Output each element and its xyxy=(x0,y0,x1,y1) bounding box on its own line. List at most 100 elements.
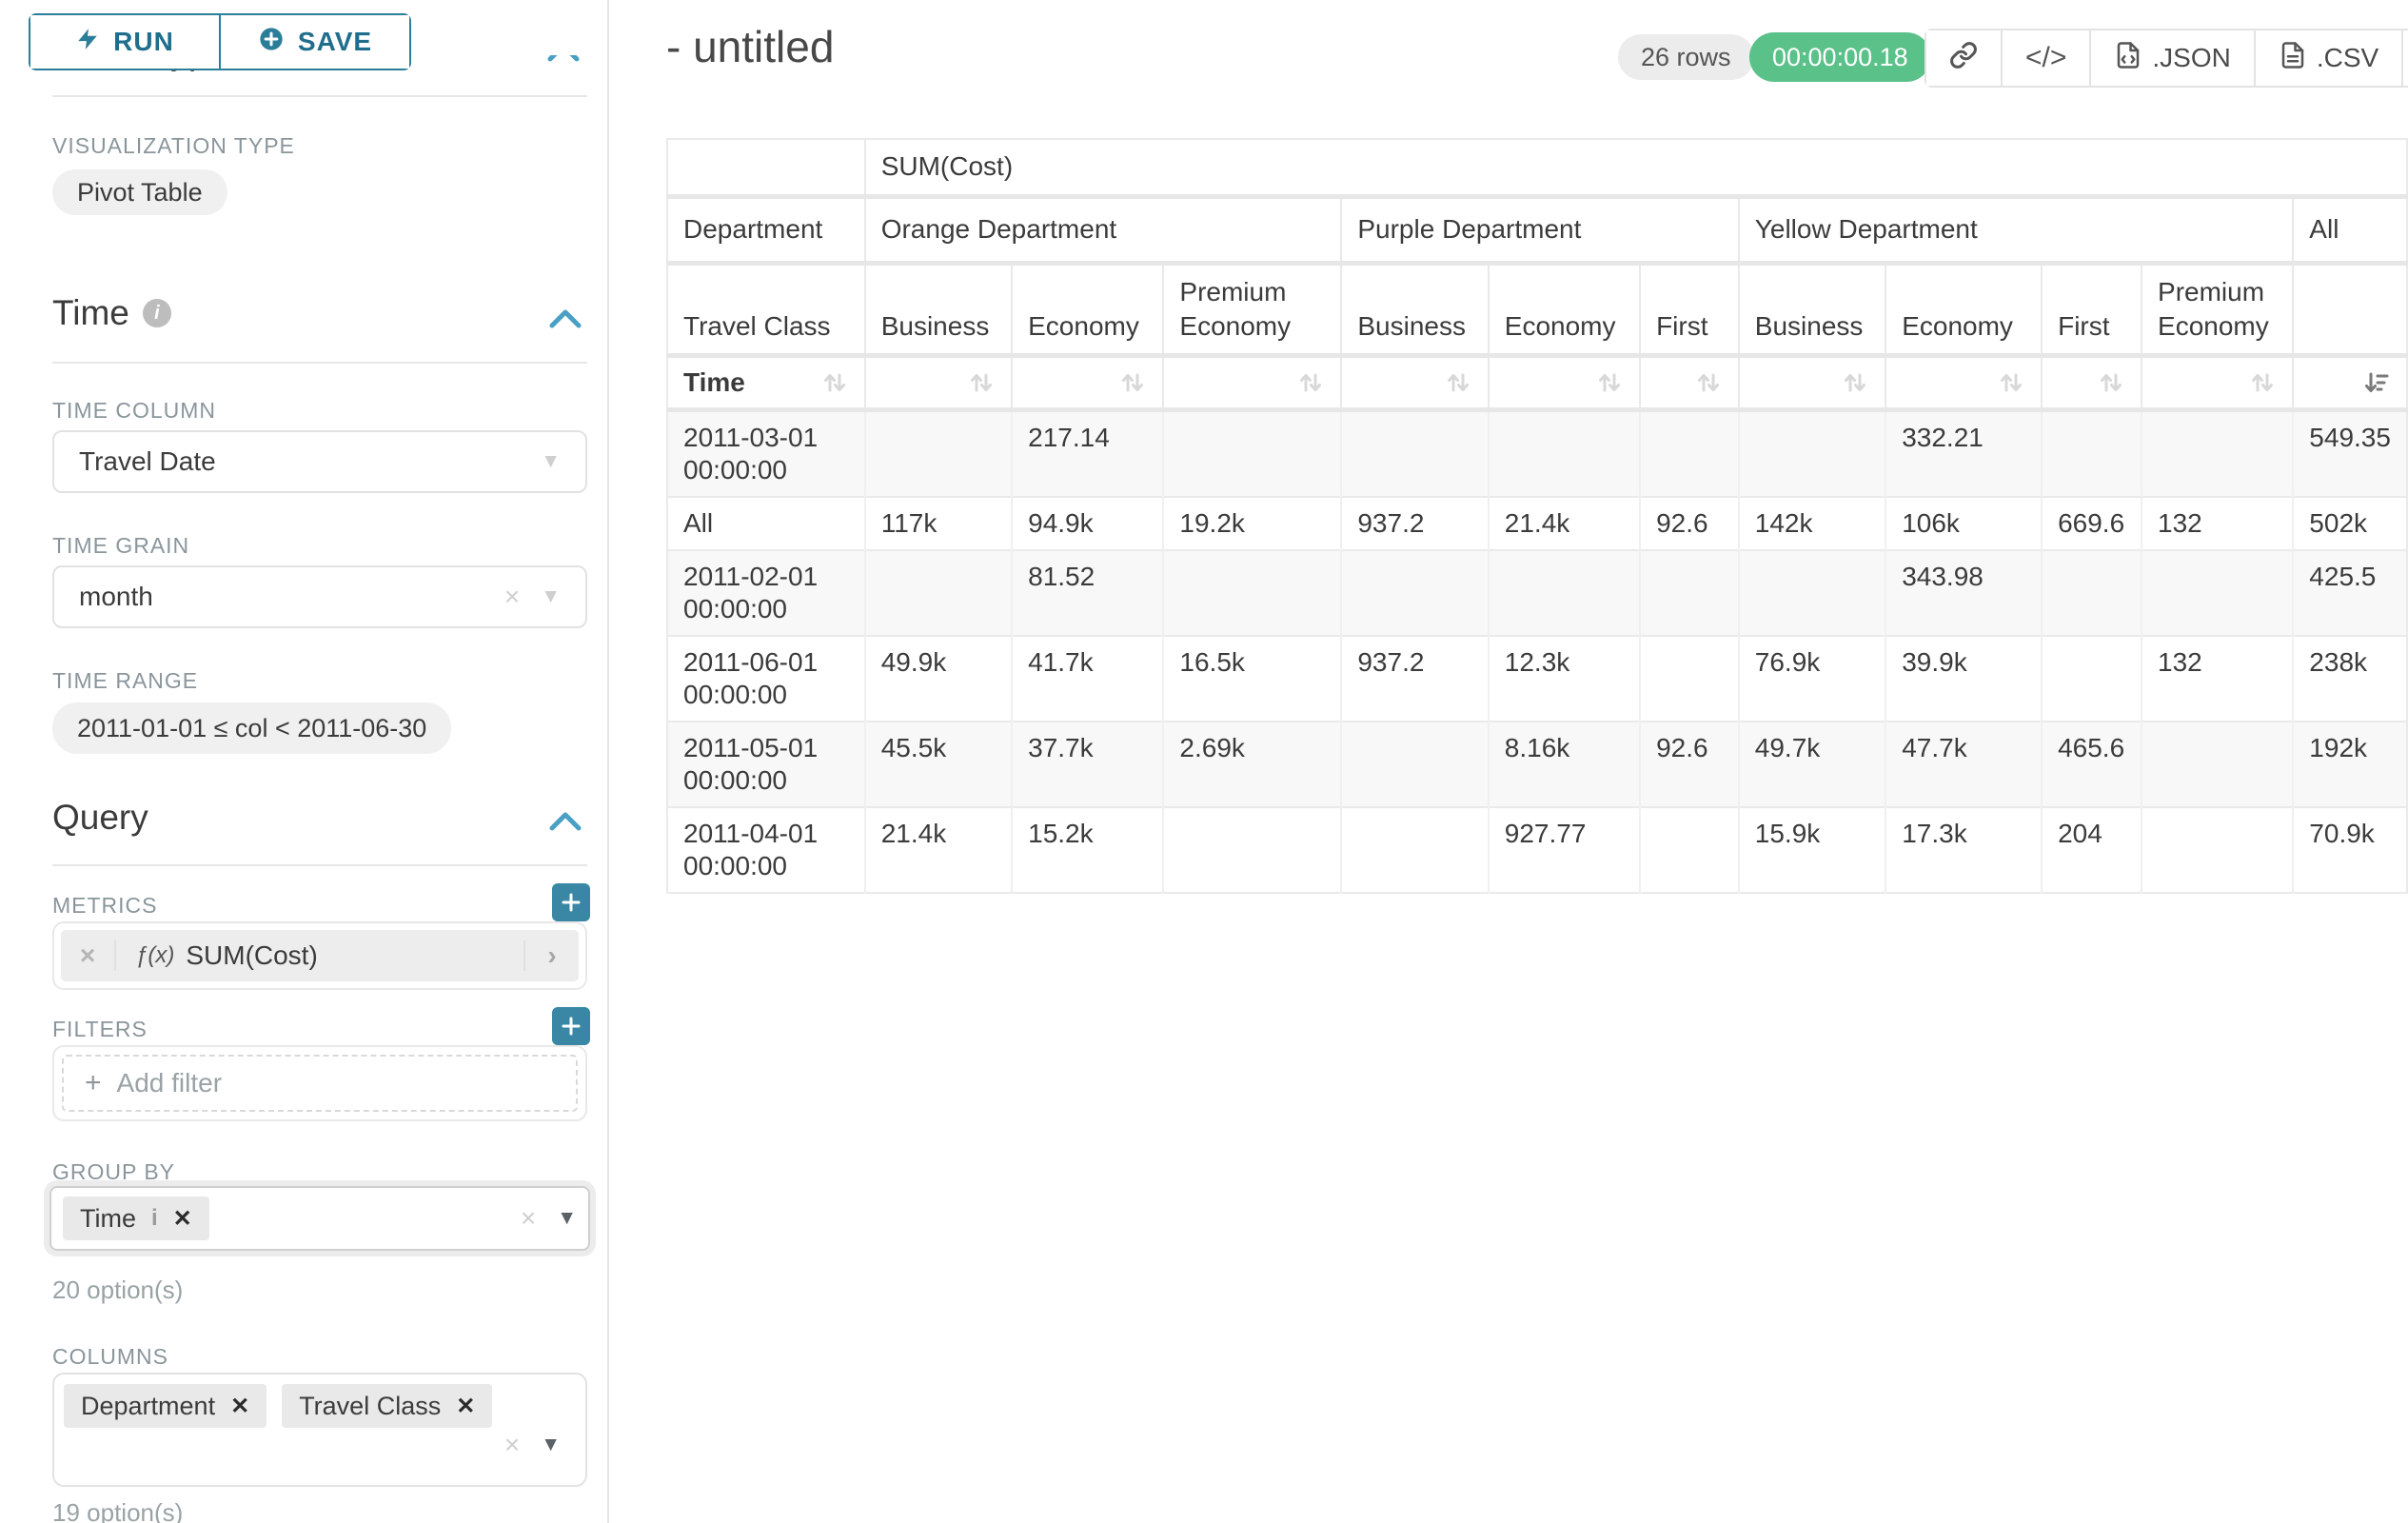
caret-down-icon[interactable]: ▼ xyxy=(557,1207,577,1229)
sort-header-cell xyxy=(1885,355,2043,412)
share-link-button[interactable] xyxy=(1926,30,2001,86)
pivot-cell xyxy=(1163,409,1343,497)
chevron-right-icon[interactable]: › xyxy=(523,940,579,971)
pivot-row: 2011-02-01 00:00:00 81.52 343.98 425.5 xyxy=(667,548,2407,636)
row-label: 2011-05-01 00:00:00 xyxy=(667,720,866,807)
save-button[interactable]: SAVE xyxy=(219,15,409,69)
pivot-cell xyxy=(1163,548,1343,636)
info-icon[interactable]: i xyxy=(151,1205,158,1231)
pivot-cell xyxy=(864,548,1014,636)
pivot-cell: 217.14 xyxy=(1012,409,1165,497)
pivot-cell xyxy=(2142,805,2295,893)
sort-descending-icon[interactable] xyxy=(2362,368,2391,397)
sort-arrows-icon[interactable] xyxy=(1694,368,1723,397)
remove-chip-icon[interactable]: ✕ xyxy=(456,1393,476,1419)
pivot-cell: 41.7k xyxy=(1012,634,1165,722)
metric-chip[interactable]: × ƒ(x) SUM(Cost) › xyxy=(61,930,579,981)
pivot-row: 2011-03-01 00:00:00 217.14 332.21 549.35 xyxy=(667,409,2407,497)
sort-header-cell xyxy=(1738,355,1887,412)
caret-down-icon[interactable]: ▼ xyxy=(541,585,561,607)
remove-metric-icon[interactable]: × xyxy=(61,940,116,971)
time-column-value: Travel Date xyxy=(79,446,216,476)
info-icon[interactable]: i xyxy=(142,299,171,327)
chevron-up-icon[interactable] xyxy=(544,303,586,335)
pivot-cell xyxy=(1488,548,1642,636)
sort-arrows-icon[interactable] xyxy=(820,368,849,397)
pivot-cell: 17.3k xyxy=(1885,805,2043,893)
add-metric-button[interactable] xyxy=(552,883,590,921)
group-by-label: GROUP BY xyxy=(52,1159,175,1184)
pivot-cell xyxy=(1640,548,1740,636)
sort-arrows-icon[interactable] xyxy=(1118,368,1147,397)
plus-circle-icon xyxy=(258,26,285,59)
chevron-up-icon[interactable] xyxy=(543,55,588,69)
row-label: 2011-06-01 00:00:00 xyxy=(667,634,866,722)
columns-chip[interactable]: Travel Class ✕ xyxy=(282,1384,493,1428)
caret-down-icon[interactable]: ▼ xyxy=(541,1434,561,1455)
pivot-cell: 465.6 xyxy=(2042,720,2143,807)
pivot-cell: 117k xyxy=(864,495,1014,550)
sort-arrows-icon[interactable] xyxy=(967,368,996,397)
pivot-cell: 92.6 xyxy=(1640,720,1740,807)
columns-chip[interactable]: Department ✕ xyxy=(64,1384,267,1428)
metrics-control: × ƒ(x) SUM(Cost) › xyxy=(52,921,587,990)
time-column-label: TIME COLUMN xyxy=(52,398,216,423)
pivot-cell: 332.21 xyxy=(1885,409,2043,497)
export-csv-button[interactable]: .CSV xyxy=(2253,30,2402,86)
add-filter-button[interactable]: + Add filter xyxy=(62,1055,578,1112)
pivot-cell: 19.2k xyxy=(1163,495,1343,550)
row-label: All xyxy=(667,495,866,550)
sort-arrows-icon[interactable] xyxy=(1595,368,1624,397)
visualization-type-label: VISUALIZATION TYPE xyxy=(52,133,295,158)
pivot-cell xyxy=(1341,548,1490,636)
row-count-badge: 26 rows xyxy=(1618,34,1754,80)
pivot-cell: 47.7k xyxy=(1885,720,2043,807)
travel-class-header: Business xyxy=(1341,263,1490,358)
clear-x-icon[interactable]: × xyxy=(503,1430,521,1459)
time-range-pill[interactable]: 2011-01-01 ≤ col < 2011-06-30 xyxy=(52,702,452,754)
visualization-type-pill[interactable]: Pivot Table xyxy=(52,169,227,215)
sort-arrows-icon[interactable] xyxy=(2248,368,2277,397)
group-by-chip[interactable]: Time i ✕ xyxy=(63,1197,209,1240)
metrics-label: METRICS xyxy=(52,893,158,918)
columns-select[interactable]: Department ✕ Travel Class ✕ × ▼ xyxy=(52,1373,587,1487)
pivot-cell: 669.6 xyxy=(2042,495,2143,550)
travel-class-header: Economy xyxy=(1885,263,2043,358)
clear-x-icon[interactable]: × xyxy=(520,1203,537,1233)
menu-button[interactable] xyxy=(2401,30,2408,86)
group-by-select[interactable]: Time i ✕ × ▼ xyxy=(49,1186,590,1251)
pivot-cell xyxy=(2042,409,2143,497)
filters-label: FILTERS xyxy=(52,1017,148,1041)
export-json-button[interactable]: .JSON xyxy=(2089,30,2254,86)
remove-chip-icon[interactable]: ✕ xyxy=(172,1205,192,1232)
chevron-up-icon[interactable] xyxy=(544,805,586,838)
sort-header-cell xyxy=(1488,355,1642,412)
chart-title[interactable]: - untitled xyxy=(666,22,835,71)
remove-chip-icon[interactable]: ✕ xyxy=(230,1393,250,1419)
sort-arrows-icon[interactable] xyxy=(2097,368,2125,397)
time-grain-label: TIME GRAIN xyxy=(52,533,190,558)
sort-header-cell xyxy=(2293,355,2407,412)
sort-arrows-icon[interactable] xyxy=(1997,368,2025,397)
pivot-cell: 937.2 xyxy=(1341,634,1490,722)
export-toolbar: </> .JSON .CSV xyxy=(1924,29,2408,88)
embed-code-button[interactable]: </> xyxy=(2001,30,2090,86)
travel-class-header: Premium Economy xyxy=(2142,263,2295,358)
query-section-title: Query xyxy=(52,798,148,837)
sort-arrows-icon[interactable] xyxy=(1841,368,1869,397)
csv-file-icon xyxy=(2279,41,2307,76)
pivot-cell: 37.7k xyxy=(1012,720,1165,807)
sort-arrows-icon[interactable] xyxy=(1296,368,1325,397)
time-column-select[interactable]: Travel Date ▼ xyxy=(52,430,587,493)
pivot-cell: 927.77 xyxy=(1488,805,1642,893)
pivot-cell: 2.69k xyxy=(1163,720,1343,807)
add-filter-plus-button[interactable] xyxy=(552,1007,590,1045)
clear-x-icon[interactable]: × xyxy=(503,582,521,611)
time-grain-select[interactable]: month × ▼ xyxy=(52,565,587,628)
sort-arrows-icon[interactable] xyxy=(1444,368,1472,397)
group-by-options-hint: 20 option(s) xyxy=(52,1276,184,1304)
run-button[interactable]: RUN xyxy=(30,15,219,69)
department-group-header: Yellow Department xyxy=(1738,196,2295,266)
caret-down-icon[interactable]: ▼ xyxy=(541,450,561,472)
pivot-cell: 39.9k xyxy=(1885,634,2043,722)
